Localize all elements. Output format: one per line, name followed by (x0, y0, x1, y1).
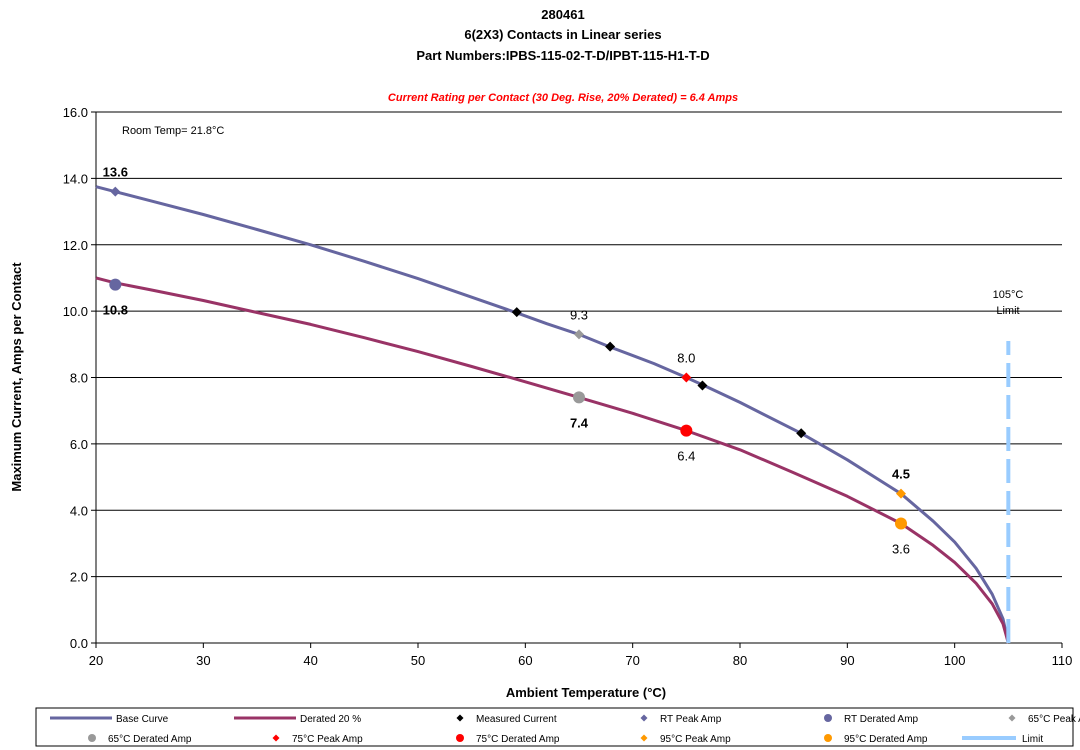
data-point-circle (895, 517, 907, 530)
legend-label: RT Peak Amp (660, 714, 722, 725)
y-tick-label: 10.0 (63, 304, 88, 319)
legend-label: Limit (1022, 734, 1043, 745)
legend-label: RT Derated Amp (844, 714, 919, 725)
legend-item: 95°C Derated Amp (824, 734, 928, 745)
grid-lines (91, 111, 1063, 648)
series-line-1 (95, 276, 1010, 644)
legend-label: 65°C Derated Amp (108, 734, 192, 745)
x-tick-label: 90 (840, 653, 854, 668)
legend-label: 95°C Derated Amp (844, 734, 928, 745)
legend-label: 95°C Peak Amp (660, 734, 731, 745)
data-label: 13.6 (103, 165, 128, 180)
x-tick-label: 100 (944, 653, 966, 668)
legend-label: 75°C Derated Amp (476, 734, 560, 745)
x-tick-label: 110 (1052, 653, 1073, 668)
y-tick-label: 8.0 (70, 371, 88, 386)
x-tick-label: 80 (733, 653, 747, 668)
legend-item: 75°C Derated Amp (456, 734, 560, 745)
series-layer (95, 185, 1011, 644)
legend-item: 95°C Peak Amp (640, 734, 731, 745)
legend-item: Derated 20 % (234, 714, 361, 725)
data-point-circle (573, 391, 585, 404)
data-point-diamond (681, 372, 692, 383)
room-temp-annotation: Room Temp= 21.8°C (122, 125, 224, 137)
chart-subtitle: Current Rating per Contact (30 Deg. Rise… (388, 92, 738, 104)
data-point-circle (109, 278, 122, 291)
legend-label: Derated 20 % (300, 714, 361, 725)
limit-annotation-line-2: Limit (996, 305, 1019, 317)
y-axis-label: Maximum Current, Amps per Contact (9, 262, 24, 492)
tick-labels: 0.0 2.0 4.0 6.0 8.0 10.0 12.0 14.0 16.0 20 30 40 50 6… (63, 105, 1073, 668)
y-tick-label: 14.0 (63, 171, 88, 186)
x-tick-label: 40 (303, 653, 317, 668)
y-tick-label: 6.0 (70, 437, 88, 452)
legend-box (35, 707, 1074, 747)
y-tick-label: 4.0 (70, 503, 88, 518)
data-label: 7.4 (570, 415, 589, 430)
legend-swatch-circle (456, 734, 464, 742)
legend-swatch-diamond (456, 714, 464, 722)
data-point-diamond (796, 428, 807, 439)
y-tick-label: 16.0 (63, 105, 88, 120)
legend-item: Base Curve (50, 714, 169, 725)
legend-item: RT Peak Amp (640, 714, 722, 725)
limit-annotation-line-1: 105°C (993, 289, 1024, 301)
legend-item: Measured Current (456, 714, 557, 725)
legend-item: Limit (962, 734, 1043, 745)
legend-label: 75°C Peak Amp (292, 734, 363, 745)
legend-label: Measured Current (476, 714, 557, 725)
y-tick-label: 12.0 (63, 238, 88, 253)
data-point-diamond (511, 307, 522, 318)
data-labels: 13.6 10.8 9.3 7.4 8.0 6.4 4.5 3.6 (103, 165, 910, 557)
data-label: 9.3 (570, 307, 588, 322)
data-point-diamond (697, 380, 708, 391)
legend-swatch-diamond (640, 734, 648, 742)
chart-title-line-1: 280461 (541, 7, 584, 22)
data-point-diamond (110, 186, 121, 197)
chart-title-line-2: 6(2X3) Contacts in Linear series (464, 27, 661, 42)
legend-swatch-circle (824, 734, 832, 742)
data-point-diamond (574, 329, 584, 340)
legend-swatch-circle (88, 734, 96, 742)
x-tick-label: 20 (89, 653, 103, 668)
data-label: 4.5 (892, 467, 910, 482)
legend-swatch-diamond (272, 734, 280, 742)
data-point-diamond (605, 341, 616, 352)
series-line-0 (95, 185, 1010, 644)
legend-item: 65°C Peak Amp (1008, 714, 1080, 725)
legend-swatch-diamond (1008, 714, 1016, 722)
legend-swatch-diamond (640, 714, 648, 722)
data-label: 8.0 (677, 351, 695, 366)
chart-title-line-3: Part Numbers:IPBS-115-02-T-D/IPBT-115-H1… (416, 48, 709, 63)
x-tick-label: 30 (196, 653, 210, 668)
x-tick-label: 70 (625, 653, 639, 668)
y-tick-label: 2.0 (70, 570, 88, 585)
x-tick-label: 50 (411, 653, 425, 668)
legend-label: 65°C Peak Amp (1028, 714, 1080, 725)
y-tick-label: 0.0 (70, 636, 88, 651)
legend-item: 65°C Derated Amp (88, 734, 192, 745)
legend-item: 75°C Peak Amp (272, 734, 363, 745)
data-point-diamond (896, 488, 906, 499)
x-tick-label: 60 (518, 653, 532, 668)
data-label: 6.4 (677, 449, 695, 464)
legend-item: RT Derated Amp (824, 714, 919, 725)
data-label: 3.6 (892, 542, 910, 557)
data-point-circle (680, 424, 693, 437)
x-axis-label: Ambient Temperature (°C) (506, 685, 666, 700)
legend-label: Base Curve (116, 714, 169, 725)
legend-swatch-circle (824, 714, 832, 722)
data-label: 10.8 (103, 303, 128, 318)
legend: Base Curve Derated 20 % Measured Current RT… (35, 707, 1080, 747)
